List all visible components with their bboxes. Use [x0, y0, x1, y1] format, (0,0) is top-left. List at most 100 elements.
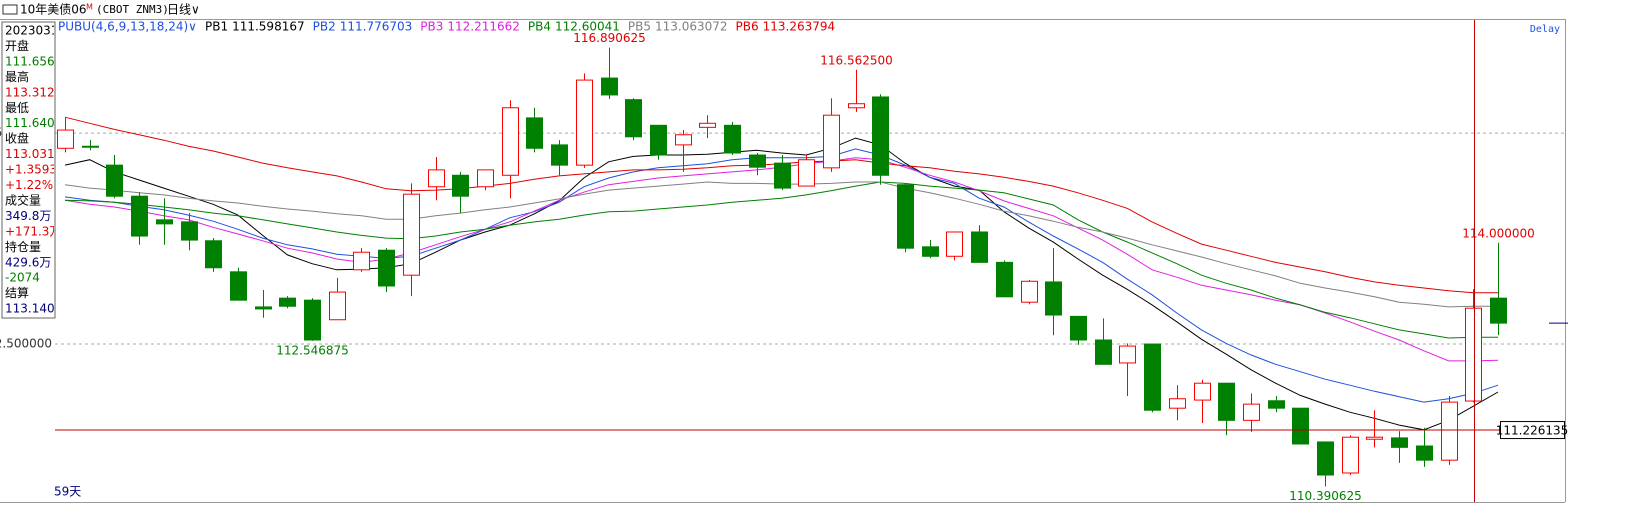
legend-name: PB5 — [628, 20, 651, 34]
candle-body — [255, 306, 272, 310]
info-line: 持仓量 — [5, 239, 41, 254]
candle-body — [675, 134, 692, 146]
bar-count: 59天 — [54, 485, 81, 499]
candle-body — [1441, 401, 1458, 461]
low-label: 110.390625 — [1289, 489, 1362, 503]
info-line: 113.140 — [5, 302, 55, 316]
candle-body — [279, 297, 296, 307]
delay-flag: Delay — [1530, 24, 1560, 35]
instrument-name: 10年美债06 — [20, 3, 87, 17]
info-panel: 20230310开盘111.656最高113.312最低111.640收盘113… — [1, 21, 57, 319]
toolbar: 10年美债06 M (CBOT ZNM3) 日线∨ — [2, 3, 200, 17]
high-label: 116.562500 — [820, 53, 893, 67]
info-lines: 20230310开盘111.656最高113.312最低111.640收盘113… — [5, 24, 57, 316]
candle-body — [82, 145, 99, 148]
candle-body — [378, 249, 395, 287]
candle-body — [798, 159, 815, 187]
candle-body — [1268, 400, 1285, 409]
candle-body — [1070, 315, 1087, 341]
candle-body — [848, 103, 865, 109]
crosshair-label-box — [1500, 421, 1565, 440]
candle-body — [576, 79, 593, 166]
candle-body — [1218, 382, 1235, 421]
candle-body — [329, 291, 346, 321]
candle-body — [601, 77, 618, 96]
candle-body — [1045, 281, 1062, 316]
info-line: 收盘 — [5, 131, 29, 146]
indicator-name: PUBU(4,6,9,13,18,24)∨ — [58, 20, 197, 34]
candle-body — [1194, 382, 1211, 401]
back-icon[interactable] — [2, 4, 18, 15]
legend-name: PB2 — [313, 20, 336, 34]
candle-body — [774, 162, 791, 189]
high-label: 116.890625 — [573, 31, 646, 45]
legend-value: 113.263794 — [763, 20, 836, 34]
badge: M — [86, 3, 93, 12]
legend: PUBU(4,6,9,13,18,24)∨ PB1 111.598167 PB2 111… — [58, 20, 835, 34]
candle-body — [1317, 441, 1334, 476]
candle-body — [1490, 297, 1507, 324]
legend-value: 112.60041 — [555, 20, 620, 34]
candle-body — [57, 129, 74, 149]
info-line: 成交量 — [5, 192, 41, 207]
info-line: 开盘 — [5, 38, 29, 53]
instrument-code: (CBOT ZNM3) — [96, 3, 169, 16]
legend-value: 112.211662 — [447, 20, 520, 34]
info-line: +1.3593 — [5, 163, 57, 177]
legend-value: 113.063072 — [655, 20, 728, 34]
candle-body — [181, 221, 198, 241]
candle-body — [897, 184, 914, 249]
candle-body — [650, 124, 667, 156]
candle-body — [625, 99, 642, 138]
info-line: 111.640 — [5, 116, 55, 130]
candle-body — [452, 174, 469, 197]
info-panel-frame — [1, 21, 56, 319]
candle-body — [971, 231, 988, 263]
candle-body — [1144, 343, 1161, 411]
candle-body — [131, 195, 148, 237]
candle-body — [1292, 407, 1309, 445]
candle-body — [1243, 403, 1260, 421]
candle-body — [403, 193, 420, 276]
candle-body — [996, 261, 1013, 298]
info-line: 最高 — [5, 69, 29, 84]
candle-body — [502, 107, 519, 176]
candle-body — [1095, 339, 1112, 365]
candle-body — [156, 219, 173, 225]
candle-body — [1021, 280, 1038, 303]
candle-body — [230, 271, 247, 301]
info-line: 111.656 — [5, 54, 55, 68]
candle-body — [1169, 398, 1186, 409]
info-line: 113.031 — [5, 147, 55, 161]
candle-body — [1366, 436, 1383, 440]
candle-body — [699, 122, 716, 128]
candle-body — [1391, 437, 1408, 448]
candle-body — [823, 114, 840, 169]
legend-name: PB3 — [420, 20, 443, 34]
info-line: 429.6万 — [5, 255, 51, 269]
period-selector[interactable]: 日线∨ — [167, 3, 200, 17]
info-line: 结算 — [5, 285, 29, 300]
candle-body — [551, 144, 568, 166]
legend-name: PB6 — [736, 20, 759, 34]
legend-value: 111.776703 — [340, 20, 413, 34]
candle-body — [922, 246, 939, 257]
legend-value: 111.598167 — [232, 20, 305, 34]
candle-body — [1119, 345, 1136, 364]
candle-body — [1416, 445, 1433, 461]
info-line: +1.22% — [5, 178, 53, 192]
candle-body — [872, 96, 889, 176]
candle-body — [106, 164, 123, 197]
info-line: 349.8万 — [5, 209, 51, 223]
candle-body — [353, 251, 370, 271]
candle-body — [1342, 436, 1359, 474]
crosshair-label: 111.226135 — [1496, 424, 1569, 438]
indicator-line — [64, 181, 1498, 339]
indicator-line — [64, 148, 1499, 403]
high-label: 114.000000 — [1462, 226, 1535, 240]
candle-body — [526, 117, 543, 149]
plot: 112.500000115.625000112.546875116.890625… — [0, 31, 1565, 503]
